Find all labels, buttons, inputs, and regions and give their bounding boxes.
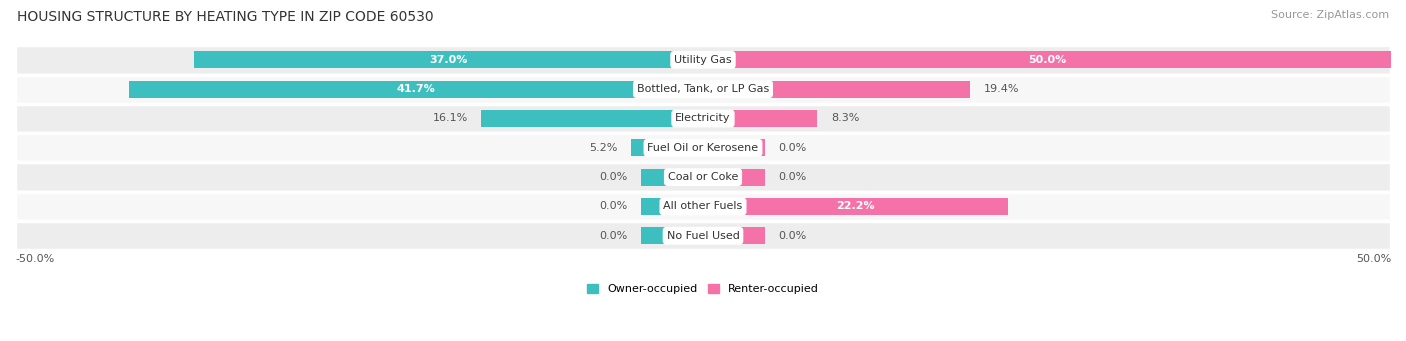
Bar bbox=[631, 139, 703, 156]
Bar bbox=[703, 51, 1391, 68]
Bar bbox=[15, 45, 1391, 75]
Text: 0.0%: 0.0% bbox=[779, 143, 807, 153]
Text: 0.0%: 0.0% bbox=[599, 202, 627, 211]
Bar bbox=[703, 110, 817, 127]
Bar bbox=[15, 75, 1391, 104]
Text: 0.0%: 0.0% bbox=[779, 172, 807, 182]
Bar bbox=[15, 162, 1391, 192]
Legend: Owner-occupied, Renter-occupied: Owner-occupied, Renter-occupied bbox=[586, 284, 820, 294]
Bar bbox=[703, 139, 765, 156]
Bar bbox=[703, 227, 765, 244]
Bar bbox=[15, 192, 1391, 221]
Text: Bottled, Tank, or LP Gas: Bottled, Tank, or LP Gas bbox=[637, 84, 769, 94]
Bar bbox=[703, 198, 1008, 215]
Bar bbox=[703, 168, 765, 186]
Text: 22.2%: 22.2% bbox=[837, 202, 875, 211]
Text: 5.2%: 5.2% bbox=[589, 143, 617, 153]
Text: 8.3%: 8.3% bbox=[831, 114, 859, 123]
Bar bbox=[15, 104, 1391, 133]
Text: 0.0%: 0.0% bbox=[779, 231, 807, 241]
Text: Electricity: Electricity bbox=[675, 114, 731, 123]
Bar bbox=[641, 168, 703, 186]
Text: -50.0%: -50.0% bbox=[15, 254, 55, 264]
Text: Fuel Oil or Kerosene: Fuel Oil or Kerosene bbox=[647, 143, 759, 153]
Text: Source: ZipAtlas.com: Source: ZipAtlas.com bbox=[1271, 10, 1389, 20]
Text: All other Fuels: All other Fuels bbox=[664, 202, 742, 211]
Text: 50.0%: 50.0% bbox=[1028, 55, 1066, 65]
Text: 50.0%: 50.0% bbox=[1355, 254, 1391, 264]
Bar bbox=[194, 51, 703, 68]
Text: 19.4%: 19.4% bbox=[984, 84, 1019, 94]
Bar bbox=[481, 110, 703, 127]
Text: 0.0%: 0.0% bbox=[599, 231, 627, 241]
Text: Coal or Coke: Coal or Coke bbox=[668, 172, 738, 182]
Bar bbox=[15, 133, 1391, 162]
Text: 16.1%: 16.1% bbox=[433, 114, 468, 123]
Bar bbox=[641, 198, 703, 215]
Text: 0.0%: 0.0% bbox=[599, 172, 627, 182]
Bar bbox=[15, 221, 1391, 250]
Text: No Fuel Used: No Fuel Used bbox=[666, 231, 740, 241]
Bar bbox=[129, 81, 703, 98]
Bar bbox=[641, 227, 703, 244]
Text: HOUSING STRUCTURE BY HEATING TYPE IN ZIP CODE 60530: HOUSING STRUCTURE BY HEATING TYPE IN ZIP… bbox=[17, 10, 433, 24]
Text: 37.0%: 37.0% bbox=[429, 55, 468, 65]
Text: 41.7%: 41.7% bbox=[396, 84, 436, 94]
Text: Utility Gas: Utility Gas bbox=[675, 55, 731, 65]
Bar bbox=[703, 81, 970, 98]
